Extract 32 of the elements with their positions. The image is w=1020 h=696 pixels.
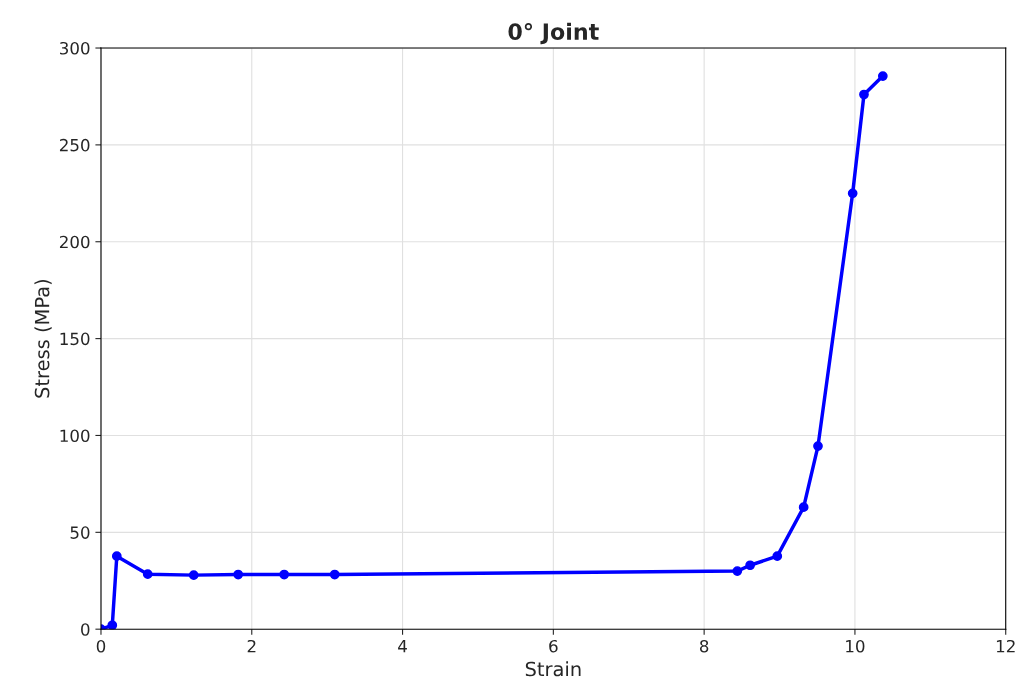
point: [233, 569, 244, 580]
y-tick-label: 300: [60, 41, 90, 55]
chart-title: 0° Joint: [508, 22, 599, 45]
point: [859, 89, 869, 100]
x-tick-label: 10: [846, 639, 865, 653]
point: [329, 569, 340, 580]
point: [111, 551, 122, 562]
x-tick-label: 2: [247, 639, 256, 653]
x-tick-label: 0: [96, 639, 106, 653]
y-tick-label: 100: [60, 429, 90, 443]
x-tick-label: 6: [549, 639, 558, 653]
point: [772, 551, 783, 562]
point: [732, 566, 743, 576]
y-tick-label: 50: [70, 526, 90, 539]
point: [798, 502, 809, 513]
point: [142, 569, 153, 580]
point: [813, 441, 823, 451]
y-tick-label: 150: [60, 332, 90, 346]
y-axis-title: Stress (MPa): [34, 279, 52, 398]
point: [188, 570, 199, 580]
point: [279, 569, 290, 580]
x-tick-label: 8: [699, 639, 709, 653]
x-axis-title: Strain: [525, 661, 581, 677]
point: [847, 188, 858, 199]
y-tick-label: 250: [59, 138, 90, 152]
point: [877, 71, 888, 81]
y-tick-label: 200: [59, 235, 90, 249]
point: [745, 560, 755, 571]
point: [107, 620, 118, 630]
x-tick-label: 12: [996, 639, 1015, 653]
y-tick-label: 0: [81, 623, 90, 636]
x-tick-label: 4: [398, 640, 407, 653]
